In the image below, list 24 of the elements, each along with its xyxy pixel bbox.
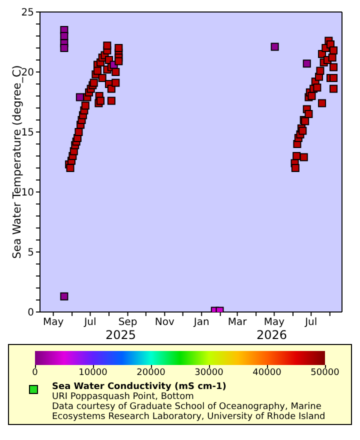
y-tick-label: 10 [21, 188, 34, 199]
y-axis-title: Sea Water Temperature (degree_C) [10, 65, 24, 259]
color-bar-label: 30000 [194, 368, 224, 378]
x-tick-label: Mar [228, 317, 248, 328]
x-tick-label: Jul [83, 317, 96, 328]
color-bar-label: 50000 [310, 368, 340, 378]
x-tick-label: Sep [118, 317, 138, 328]
x-tick-label: May [42, 317, 64, 328]
x-tick-label: Jan [192, 317, 210, 328]
x-tick-label: Nov [154, 317, 175, 328]
x-tick-label: May [264, 317, 285, 328]
y-tick-label: 5 [28, 248, 34, 259]
color-bar-label: 20000 [136, 368, 166, 378]
y-tick-label: 0 [28, 308, 34, 319]
color-bar-label: 10000 [78, 368, 108, 378]
text: URI Poppasquash Point, Bottom [52, 392, 195, 402]
color-bar-label: 40000 [252, 368, 282, 378]
x-tick-label: Jul [304, 317, 318, 328]
text: 2025 [106, 328, 136, 342]
text: Sea Water Conductivity (mS cm-1) [52, 382, 228, 392]
text: 2026 [256, 328, 288, 342]
y-tick-label: 15 [21, 128, 34, 139]
y-tick-label: 25 [21, 8, 34, 19]
text: Data courtesy of Graduate School of Oceanography, Marine Ecosystems Research Laboratory, University of Rhode Island [52, 402, 326, 422]
